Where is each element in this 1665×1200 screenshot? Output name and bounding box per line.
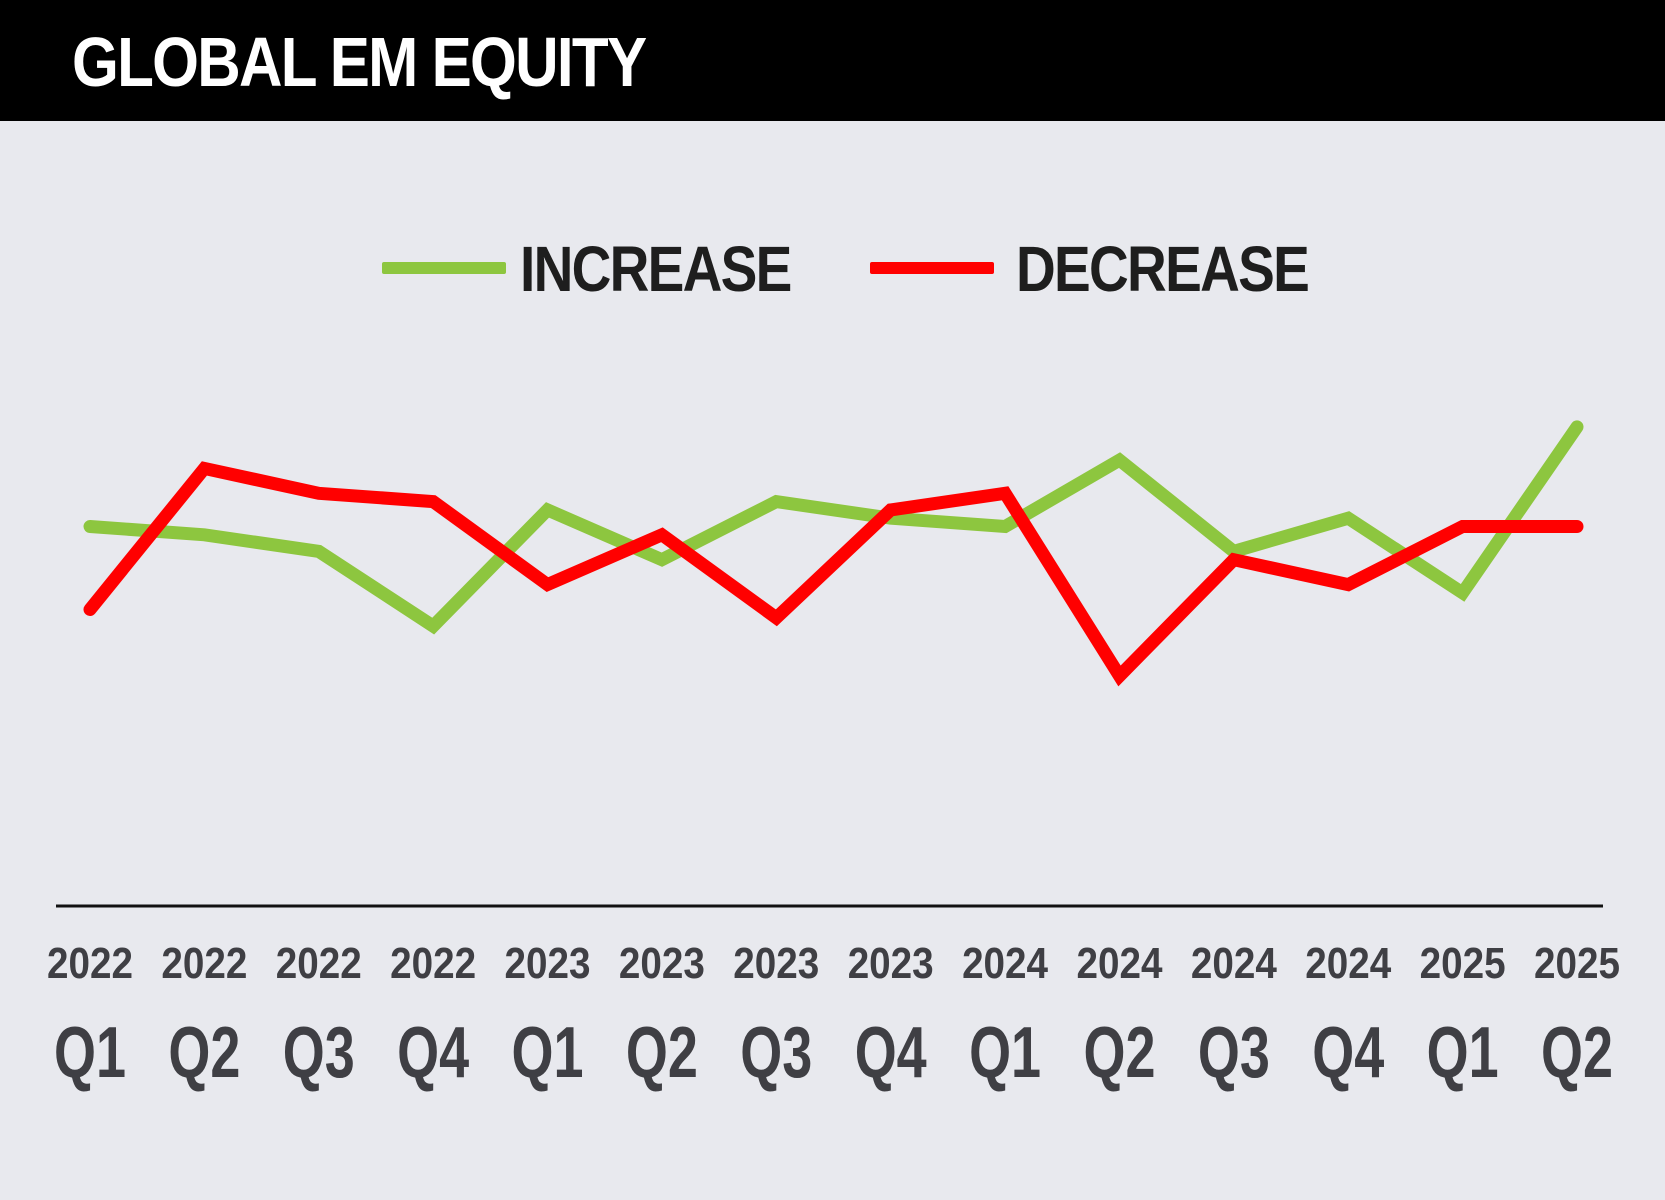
x-tick-year: 2024 <box>1305 939 1391 988</box>
legend-label-decrease: DECREASE <box>1016 233 1310 305</box>
x-tick-year: 2023 <box>733 939 819 988</box>
legend-swatch-decrease <box>870 262 994 274</box>
x-tick-quarter: Q4 <box>1312 1013 1384 1093</box>
x-tick-quarter: Q1 <box>1427 1013 1499 1093</box>
series-line-decrease <box>83 461 1584 687</box>
x-tick-year: 2023 <box>848 939 934 988</box>
series-line-increase <box>83 420 1584 635</box>
legend-label-increase: INCREASE <box>520 233 792 305</box>
x-tick-year: 2024 <box>962 939 1048 988</box>
x-tick-year: 2025 <box>1420 939 1506 988</box>
x-tick-quarter: Q2 <box>626 1013 698 1093</box>
x-tick-quarter: Q1 <box>969 1013 1041 1093</box>
x-tick-quarter: Q2 <box>1083 1013 1155 1093</box>
x-tick-quarter: Q1 <box>512 1013 584 1093</box>
x-tick-quarter: Q1 <box>54 1013 126 1093</box>
x-tick-year: 2025 <box>1534 939 1620 988</box>
x-tick-year: 2024 <box>1191 939 1277 988</box>
chart-title: GLOBAL EM EQUITY <box>72 23 647 101</box>
legend-swatch-increase <box>382 262 506 274</box>
x-tick-quarter: Q3 <box>283 1013 355 1093</box>
x-tick-quarter: Q2 <box>168 1013 240 1093</box>
title-bar: GLOBAL EM EQUITY <box>0 0 1665 121</box>
x-tick-year: 2023 <box>505 939 591 988</box>
x-tick-quarter: Q4 <box>855 1013 927 1093</box>
x-tick-year: 2022 <box>47 939 133 988</box>
x-tick-year: 2022 <box>390 939 476 988</box>
x-tick-quarter: Q2 <box>1541 1013 1613 1093</box>
x-tick-year: 2024 <box>1076 939 1162 988</box>
x-tick-year: 2023 <box>619 939 705 988</box>
x-tick-quarter: Q3 <box>740 1013 812 1093</box>
x-tick-quarter: Q3 <box>1198 1013 1270 1093</box>
x-tick-year: 2022 <box>276 939 362 988</box>
x-tick-quarter: Q4 <box>397 1013 469 1093</box>
x-tick-year: 2022 <box>161 939 247 988</box>
